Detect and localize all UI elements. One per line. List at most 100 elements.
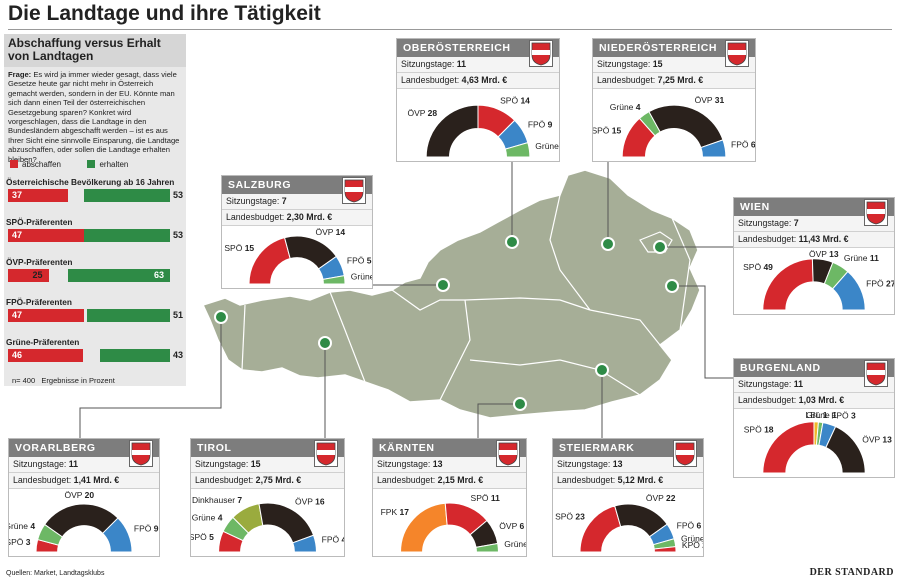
- survey-note: Ergebnisse in Prozent: [41, 376, 115, 385]
- seat-chart-svg: SPÖ 15 Grüne 4 ÖVP 31 FPÖ 6: [593, 95, 755, 158]
- seat-chart: SPÖ 3 Grüne 4 ÖVP 20 FPÖ 9: [9, 489, 159, 556]
- state-name: STEIERMARK: [559, 442, 635, 454]
- marker-tirol: [318, 336, 332, 350]
- seat-count: 3: [851, 410, 856, 420]
- survey-group-label: Österreichische Bevölkerung ab 16 Jahren: [6, 177, 175, 187]
- landesbudget: Landesbudget: 4,63 Mrd. €: [397, 73, 559, 89]
- seat-label: Grüne 2: [504, 539, 526, 549]
- bar-erhalten: [84, 189, 170, 202]
- sitzungstage-value: 13: [612, 459, 623, 469]
- survey-bars: 47 53: [8, 229, 183, 242]
- seat-chart: SPÖ 49 ÖVP 13 Grüne 11 FPÖ 27: [734, 248, 894, 314]
- seat-slice-grüne: [504, 142, 531, 158]
- seat-chart: SPÖ 18 LBL 1 Grüne 1 FPÖ 3 ÖVP 13: [734, 409, 894, 477]
- seat-label: ÖVP 6: [499, 521, 524, 531]
- seat-chart-svg: FPK 17 SPÖ 11 ÖVP 6 Grüne 2: [381, 493, 526, 553]
- seat-label: Grüne 4: [610, 102, 641, 112]
- seat-slice-övp: [648, 104, 724, 149]
- sitzungstage-label: Sitzungstage:: [13, 459, 67, 469]
- sitzungstage: Sitzungstage: 11: [734, 377, 894, 393]
- seat-label: ÖVP 20: [64, 490, 94, 500]
- landesbudget: Landesbudget: 1,41 Mrd. €: [9, 473, 159, 489]
- seat-label: ÖVP 13: [809, 249, 839, 259]
- state-box-wien: WIEN Sitzungstage: 7 Landesbudget: 11,43 M…: [733, 197, 895, 315]
- landesbudget-label: Landesbudget:: [557, 475, 616, 485]
- seat-count: 15: [245, 243, 255, 253]
- seat-label: Grüne 4: [9, 521, 35, 531]
- sitzungstage-label: Sitzungstage:: [195, 459, 249, 469]
- bar-erhalten: [67, 269, 170, 282]
- seat-label: Grüne 11: [844, 253, 879, 263]
- survey-group-label: FPÖ-Präferenten: [6, 297, 72, 307]
- seat-count: 27: [886, 278, 894, 288]
- survey-title: Abschaffung versus Erhalt von Landtagen: [4, 34, 186, 67]
- seat-slice-fpö: [292, 534, 317, 553]
- state-name: NIEDERÖSTERREICH: [599, 42, 718, 54]
- landesbudget: Landesbudget: 2,15 Mrd. €: [373, 473, 526, 489]
- seat-label: FPÖ 5: [347, 255, 372, 265]
- seat-count: 6: [696, 521, 701, 531]
- state-markers: [214, 235, 679, 411]
- seat-count: 18: [764, 425, 774, 435]
- seat-label: Grüne 1: [806, 410, 837, 420]
- sitzungstage: Sitzungstage: 7: [222, 194, 372, 210]
- coat-of-arms-icon: [725, 40, 749, 67]
- landesbudget-label: Landesbudget:: [738, 395, 797, 405]
- state-title: VORARLBERG: [9, 439, 159, 467]
- bar-erhalten: [100, 349, 170, 362]
- seat-count: 2: [702, 540, 703, 550]
- seat-count: 6: [519, 521, 524, 531]
- seat-count: 13: [829, 249, 839, 259]
- survey-bars: 37 53: [8, 189, 183, 202]
- seat-chart: FPK 17 SPÖ 11 ÖVP 6 Grüne 2: [373, 489, 526, 556]
- seat-count: 31: [715, 95, 725, 105]
- seat-slice-kpö: [653, 546, 677, 553]
- state-borders: [241, 194, 691, 401]
- legend-erhalten: erhalten: [99, 160, 129, 169]
- value-erhalten: 53: [173, 190, 184, 200]
- bar-abschaffen: [8, 229, 85, 242]
- landesbudget-value: 11,43 Mrd. €: [798, 234, 849, 244]
- legend-abschaffen: abschaffen: [22, 160, 61, 169]
- seat-slice-övp: [258, 502, 315, 544]
- seat-chart-svg: SPÖ 5 Grüne 4 Liste Dinkhauser 7 ÖVP 16 FPÖ …: [191, 495, 344, 553]
- bar-erhalten: [84, 229, 170, 242]
- seat-chart-svg: SPÖ 23 ÖVP 22 FPÖ 6 Grüne 3KPÖ 2: [555, 493, 703, 553]
- seat-label: SPÖ 15: [224, 243, 254, 253]
- seat-count: 6: [751, 139, 755, 149]
- seat-count: 1: [832, 410, 837, 420]
- coat-of-arms-icon: [129, 440, 153, 467]
- state-title: TIROL: [191, 439, 344, 467]
- seat-chart-svg: SPÖ 3 Grüne 4 ÖVP 20 FPÖ 9: [9, 490, 159, 553]
- seat-slice-grüne: [322, 275, 346, 285]
- survey-question: Frage: Es wird ja immer wieder gesagt, d…: [4, 67, 186, 164]
- seat-label: SPÖ 18: [744, 425, 774, 435]
- seat-label: FPÖ 9: [528, 120, 553, 130]
- value-erhalten: 51: [173, 310, 184, 320]
- sitzungstage: Sitzungstage: 13: [373, 457, 526, 473]
- marker-kaernten: [513, 397, 527, 411]
- seat-label: SPÖ 11: [471, 493, 501, 503]
- seat-count: 4: [218, 512, 223, 522]
- landesbudget-value: 1,41 Mrd. €: [73, 475, 120, 485]
- sitzungstage-value: 13: [432, 459, 443, 469]
- state-name: OBERÖSTERREICH: [403, 42, 511, 54]
- sources: Quellen: Market, Landtagsklubs: [6, 570, 105, 577]
- sitzungstage-label: Sitzungstage:: [738, 379, 792, 389]
- landesbudget: Landesbudget: 5,12 Mrd. €: [553, 473, 703, 489]
- value-abschaffen: 46: [12, 350, 23, 360]
- landesbudget: Landesbudget: 2,30 Mrd. €: [222, 210, 372, 226]
- landesbudget-value: 2,15 Mrd. €: [437, 475, 484, 485]
- landesbudget-label: Landesbudget:: [401, 75, 460, 85]
- landesbudget-label: Landesbudget:: [13, 475, 72, 485]
- seat-label: KPÖ 2: [682, 540, 703, 550]
- state-box-salzburg: SALZBURG Sitzungstage: 7 Landesbudget: 2,3…: [221, 175, 373, 289]
- seat-label: ÖVP 16: [295, 496, 325, 506]
- seat-label: FPÖ 6: [731, 139, 755, 149]
- state-name: WIEN: [740, 201, 770, 213]
- state-box-kaernten: KÄRNTEN Sitzungstage: 13 Landesbudget: 2,1…: [372, 438, 527, 557]
- value-abschaffen: 37: [12, 190, 23, 200]
- seat-label: SPÖ 3: [9, 537, 31, 547]
